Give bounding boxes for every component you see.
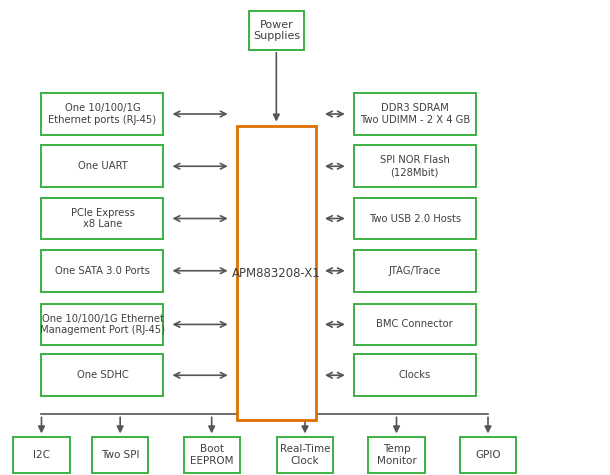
FancyBboxPatch shape bbox=[237, 126, 316, 420]
Text: PCIe Express
x8 Lane: PCIe Express x8 Lane bbox=[71, 208, 134, 229]
FancyBboxPatch shape bbox=[41, 354, 163, 396]
Text: DDR3 SDRAM
Two UDIMM - 2 X 4 GB: DDR3 SDRAM Two UDIMM - 2 X 4 GB bbox=[360, 103, 470, 125]
Text: One SDHC: One SDHC bbox=[77, 370, 128, 380]
FancyBboxPatch shape bbox=[354, 304, 476, 345]
FancyBboxPatch shape bbox=[354, 250, 476, 292]
FancyBboxPatch shape bbox=[249, 11, 304, 50]
Text: SPI NOR Flash
(128Mbit): SPI NOR Flash (128Mbit) bbox=[380, 155, 450, 177]
Text: Clocks: Clocks bbox=[399, 370, 431, 380]
Text: APM883208-X1: APM883208-X1 bbox=[232, 266, 321, 280]
Text: Boot
EEPROM: Boot EEPROM bbox=[190, 444, 234, 466]
FancyBboxPatch shape bbox=[354, 93, 476, 135]
Text: GPIO: GPIO bbox=[475, 450, 501, 460]
Text: Temp
Monitor: Temp Monitor bbox=[376, 444, 417, 466]
Text: I2C: I2C bbox=[33, 450, 50, 460]
Text: Two SPI: Two SPI bbox=[101, 450, 140, 460]
FancyBboxPatch shape bbox=[41, 198, 163, 239]
FancyBboxPatch shape bbox=[41, 250, 163, 292]
FancyBboxPatch shape bbox=[277, 437, 333, 473]
Text: Power
Supplies: Power Supplies bbox=[253, 19, 300, 41]
FancyBboxPatch shape bbox=[13, 437, 70, 473]
FancyBboxPatch shape bbox=[184, 437, 240, 473]
FancyBboxPatch shape bbox=[41, 93, 163, 135]
Text: One 10/100/1G
Ethernet ports (RJ-45): One 10/100/1G Ethernet ports (RJ-45) bbox=[48, 103, 157, 125]
Text: Two USB 2.0 Hosts: Two USB 2.0 Hosts bbox=[368, 213, 461, 224]
Text: One UART: One UART bbox=[77, 161, 127, 171]
FancyBboxPatch shape bbox=[368, 437, 425, 473]
Text: BMC Connector: BMC Connector bbox=[376, 319, 453, 330]
FancyBboxPatch shape bbox=[41, 145, 163, 187]
FancyBboxPatch shape bbox=[354, 145, 476, 187]
FancyBboxPatch shape bbox=[354, 198, 476, 239]
Text: One 10/100/1G Ethernet
Management Port (RJ-45): One 10/100/1G Ethernet Management Port (… bbox=[40, 314, 165, 335]
Text: One SATA 3.0 Ports: One SATA 3.0 Ports bbox=[55, 266, 150, 276]
FancyBboxPatch shape bbox=[460, 437, 516, 473]
Text: Real-Time
Clock: Real-Time Clock bbox=[280, 444, 330, 466]
FancyBboxPatch shape bbox=[92, 437, 148, 473]
Text: JTAG/Trace: JTAG/Trace bbox=[389, 266, 441, 276]
FancyBboxPatch shape bbox=[354, 354, 476, 396]
FancyBboxPatch shape bbox=[41, 304, 163, 345]
